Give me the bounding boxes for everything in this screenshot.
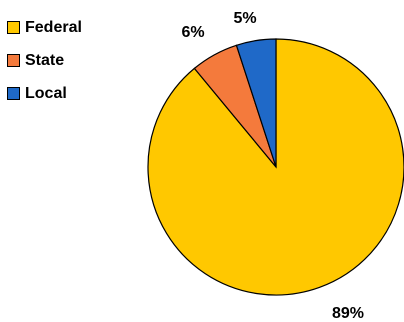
legend: Federal State Local [7, 19, 82, 118]
legend-swatch-federal [7, 21, 20, 34]
data-label-local: 5% [233, 10, 256, 27]
legend-item-state: State [7, 52, 82, 69]
data-label-federal: 89% [332, 305, 364, 322]
pie-slice-local [235, 38, 277, 168]
legend-swatch-local [7, 87, 20, 100]
legend-label-state: State [25, 51, 65, 69]
data-label-state: 6% [181, 24, 204, 41]
legend-label-federal: Federal [25, 18, 82, 36]
legend-item-federal: Federal [7, 19, 82, 36]
legend-label-local: Local [25, 84, 67, 102]
legend-swatch-state [7, 54, 20, 67]
legend-item-local: Local [7, 85, 82, 102]
